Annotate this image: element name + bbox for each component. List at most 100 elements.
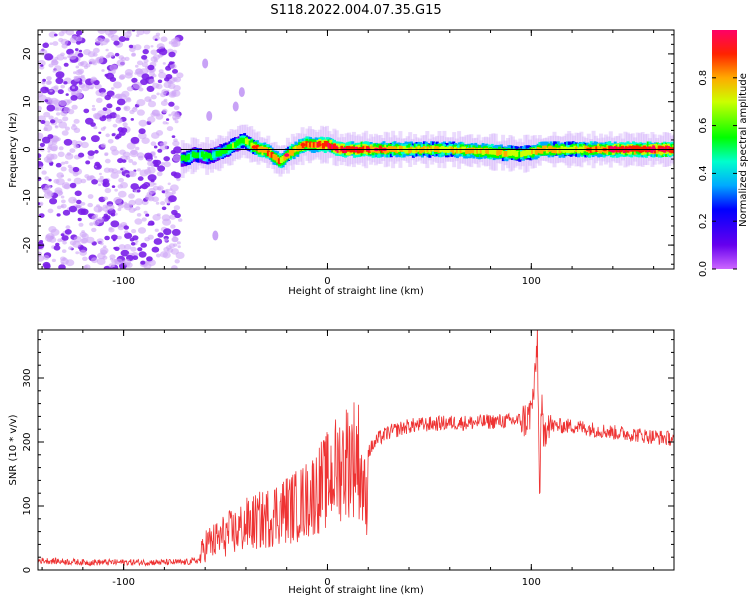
noise-speckle	[60, 258, 69, 265]
x-tick-label: 0	[324, 577, 330, 588]
ridge-cell	[298, 145, 302, 151]
noise-speckle	[145, 213, 150, 217]
noise-speckle	[103, 38, 110, 43]
ridge-cell	[325, 141, 329, 147]
noise-speckle	[174, 259, 180, 264]
ridge-cell	[582, 145, 586, 152]
ridge-cell	[516, 150, 520, 157]
ridge-cell	[545, 147, 549, 154]
ridge-cell	[270, 152, 274, 158]
noise-speckle	[42, 78, 46, 82]
noise-speckle	[153, 238, 163, 245]
noise-speckle	[164, 77, 170, 82]
noise-speckle	[108, 227, 115, 233]
ridge-cell	[248, 140, 252, 147]
noise-speckle	[111, 133, 116, 137]
noise-speckle	[78, 81, 83, 85]
noise-speckle	[124, 244, 132, 250]
noise-speckle	[54, 125, 59, 129]
noise-speckle	[73, 71, 77, 75]
ridge-cell	[404, 147, 408, 154]
noise-speckle	[152, 196, 159, 202]
ridge-cell	[327, 143, 331, 149]
noise-speckle	[144, 237, 150, 242]
noise-speckle	[44, 176, 50, 181]
noise-speckle	[168, 101, 175, 107]
ridge-cell	[255, 145, 259, 151]
noise-speckle	[50, 146, 58, 152]
noise-speckle	[131, 77, 138, 83]
noise-speckle	[138, 251, 147, 258]
noise-speckle	[137, 227, 147, 234]
noise-speckle	[122, 259, 131, 266]
noise-speckle	[58, 37, 64, 43]
ridge-cell	[521, 150, 525, 157]
noise-speckle	[137, 247, 143, 252]
noise-speckle	[100, 143, 107, 148]
snr-line	[38, 330, 674, 567]
noise-speckle	[134, 218, 143, 225]
noise-speckle	[78, 152, 85, 158]
y-tick-label: 0	[22, 146, 33, 152]
noise-speckle	[137, 155, 144, 161]
noise-speckle	[136, 30, 145, 36]
noise-speckle	[109, 254, 116, 260]
noise-speckle	[82, 256, 88, 261]
stray-blob	[202, 58, 209, 69]
noise-speckle	[141, 55, 148, 60]
noise-speckle	[137, 176, 144, 181]
noise-speckle	[49, 162, 54, 166]
noise-speckle	[109, 64, 118, 71]
noise-speckle	[171, 228, 181, 236]
noise-speckle	[57, 89, 64, 95]
snr-ylabel: SNR (10 * v/v)	[8, 414, 19, 485]
noise-speckle	[124, 106, 128, 110]
noise-speckle	[147, 174, 157, 182]
noise-speckle	[89, 175, 95, 179]
noise-speckle	[172, 243, 178, 247]
noise-speckle	[169, 63, 177, 70]
noise-speckle	[111, 234, 118, 241]
noise-speckle	[46, 104, 56, 112]
ridge-cell	[399, 145, 402, 152]
noise-speckle	[168, 61, 174, 65]
noise-speckle	[141, 137, 150, 144]
noise-speckle	[135, 64, 139, 68]
noise-speckle	[166, 118, 170, 121]
noise-speckle	[170, 184, 179, 192]
noise-speckle	[118, 119, 123, 123]
ridge-cell	[314, 142, 318, 148]
noise-speckle	[65, 93, 69, 96]
noise-speckle	[48, 31, 57, 38]
noise-speckle	[104, 235, 110, 241]
noise-speckle	[91, 215, 98, 221]
noise-speckle	[55, 107, 60, 111]
noise-speckle	[40, 64, 44, 67]
noise-speckle	[130, 242, 136, 246]
ridge-cell	[446, 147, 450, 153]
noise-speckle	[51, 59, 59, 66]
noise-speckle	[130, 246, 137, 252]
noise-speckle	[81, 230, 85, 234]
noise-speckle	[72, 171, 79, 177]
noise-speckle	[147, 116, 156, 123]
noise-speckle	[165, 65, 172, 71]
noise-speckle	[158, 48, 168, 56]
noise-speckle	[55, 178, 65, 186]
noise-speckle	[154, 159, 162, 166]
ridge-cell	[411, 147, 415, 154]
noise-speckle	[93, 47, 100, 54]
noise-speckle	[111, 149, 120, 156]
noise-speckle	[153, 145, 158, 149]
noise-speckle	[136, 213, 142, 217]
ridge-cell	[635, 145, 639, 152]
noise-speckle	[141, 62, 148, 68]
noise-speckle	[97, 178, 103, 183]
noise-speckle	[57, 119, 63, 124]
noise-speckle	[155, 83, 163, 90]
ridge-cell	[233, 142, 237, 148]
noise-speckle	[148, 99, 152, 102]
noise-speckle	[125, 174, 131, 178]
ridge-cell	[388, 146, 391, 152]
noise-speckle	[91, 107, 97, 112]
